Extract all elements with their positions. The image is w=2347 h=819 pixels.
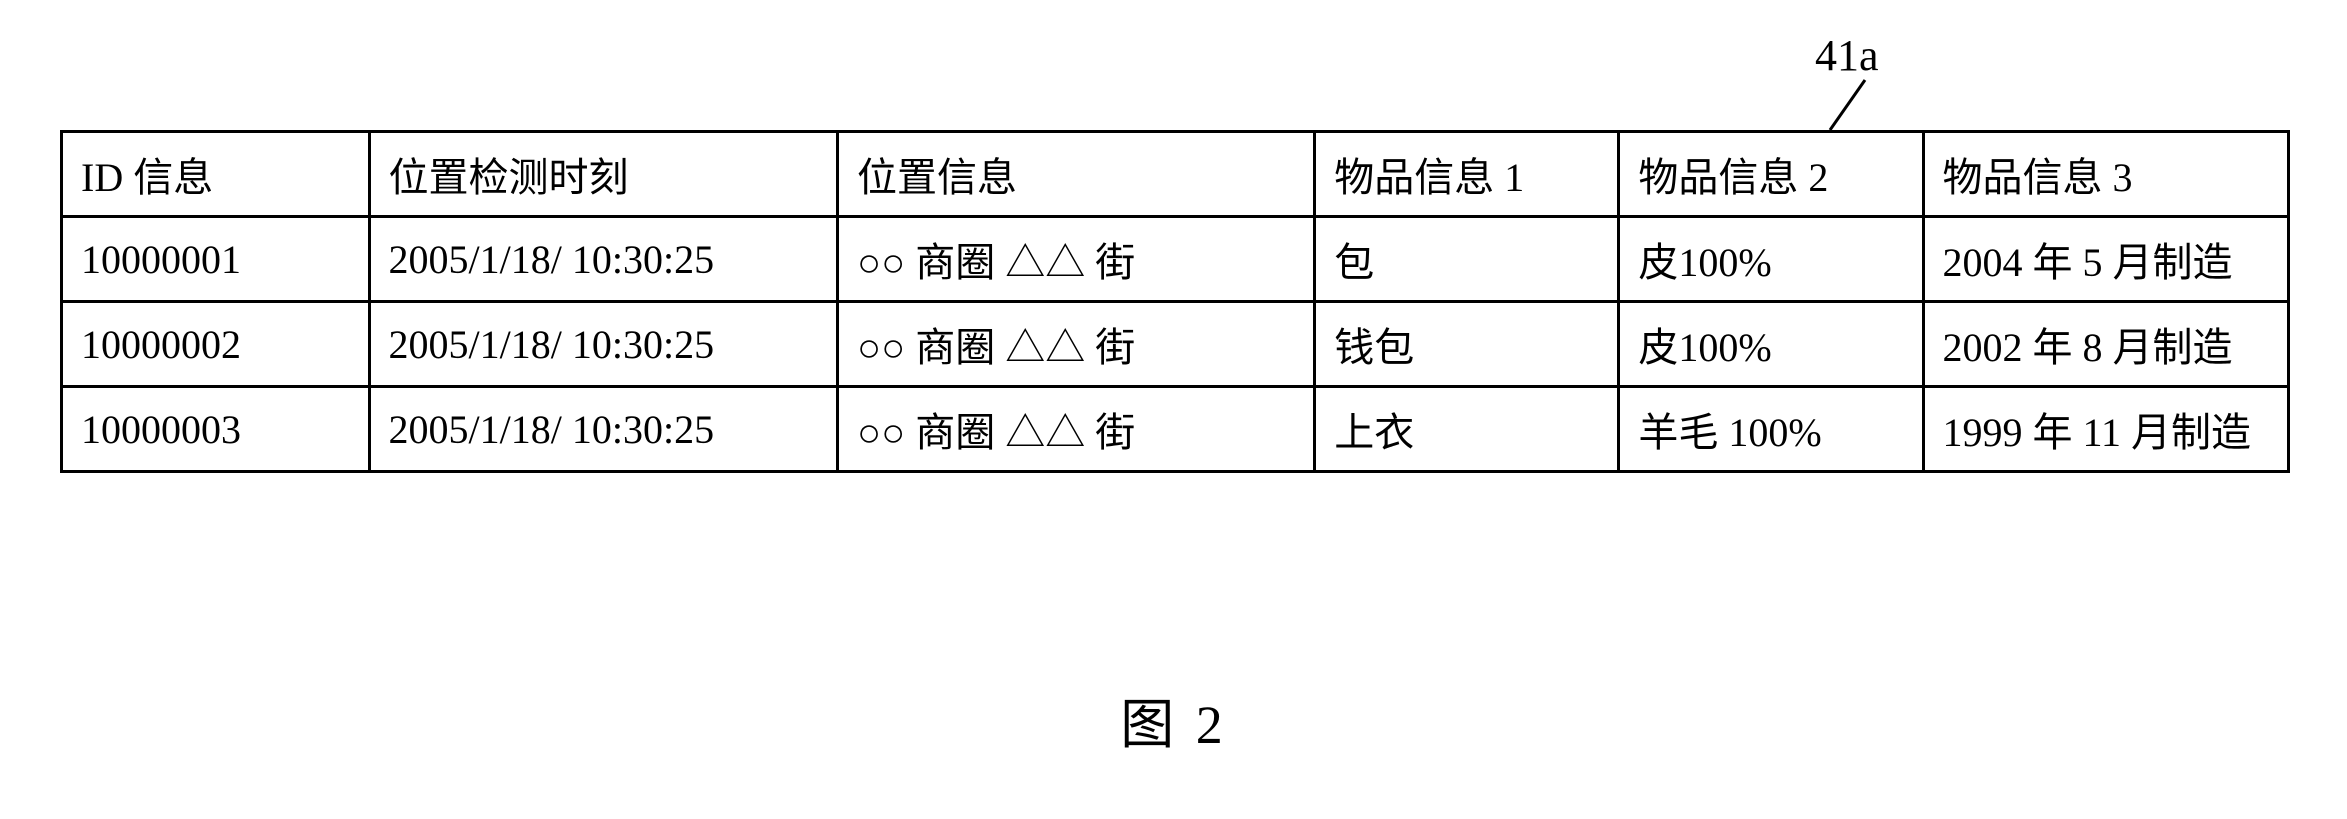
col-header-time: 位置检测时刻 <box>369 132 837 217</box>
data-table: ID 信息 位置检测时刻 位置信息 物品信息 1 物品信息 2 物品信息 3 1… <box>60 130 2290 473</box>
col-header-id: ID 信息 <box>62 132 370 217</box>
cell-id: 10000002 <box>62 302 370 387</box>
cell-time: 2005/1/18/ 10:30:25 <box>369 217 837 302</box>
col-header-i2: 物品信息 2 <box>1619 132 1923 217</box>
col-header-loc: 位置信息 <box>837 132 1314 217</box>
cell-i1: 上衣 <box>1315 387 1619 472</box>
callout-label: 41a <box>1815 30 1879 81</box>
cell-i2: 皮100% <box>1619 217 1923 302</box>
cell-i3: 1999 年 11 月制造 <box>1923 387 2288 472</box>
col-header-i3: 物品信息 3 <box>1923 132 2288 217</box>
col-header-i1: 物品信息 1 <box>1315 132 1619 217</box>
table-row: 10000003 2005/1/18/ 10:30:25 ○○ 商圈 △△ 街 … <box>62 387 2289 472</box>
cell-i3: 2002 年 8 月制造 <box>1923 302 2288 387</box>
cell-loc: ○○ 商圈 △△ 街 <box>837 217 1314 302</box>
table-header-row: ID 信息 位置检测时刻 位置信息 物品信息 1 物品信息 2 物品信息 3 <box>62 132 2289 217</box>
table-head: ID 信息 位置检测时刻 位置信息 物品信息 1 物品信息 2 物品信息 3 <box>62 132 2289 217</box>
figure-canvas: 41a ID 信息 位置检测时刻 位置信息 物品信息 1 物品信息 2 物品信息… <box>0 0 2347 819</box>
cell-i1: 包 <box>1315 217 1619 302</box>
table-row: 10000002 2005/1/18/ 10:30:25 ○○ 商圈 △△ 街 … <box>62 302 2289 387</box>
cell-i3: 2004 年 5 月制造 <box>1923 217 2288 302</box>
cell-i2: 羊毛 100% <box>1619 387 1923 472</box>
table-row: 10000001 2005/1/18/ 10:30:25 ○○ 商圈 △△ 街 … <box>62 217 2289 302</box>
figure-caption: 图 2 <box>0 680 2347 759</box>
cell-time: 2005/1/18/ 10:30:25 <box>369 302 837 387</box>
cell-id: 10000001 <box>62 217 370 302</box>
cell-loc: ○○ 商圈 △△ 街 <box>837 302 1314 387</box>
cell-id: 10000003 <box>62 387 370 472</box>
cell-i2: 皮100% <box>1619 302 1923 387</box>
cell-time: 2005/1/18/ 10:30:25 <box>369 387 837 472</box>
table-body: 10000001 2005/1/18/ 10:30:25 ○○ 商圈 △△ 街 … <box>62 217 2289 472</box>
callout-line <box>1830 80 1865 130</box>
cell-loc: ○○ 商圈 △△ 街 <box>837 387 1314 472</box>
cell-i1: 钱包 <box>1315 302 1619 387</box>
